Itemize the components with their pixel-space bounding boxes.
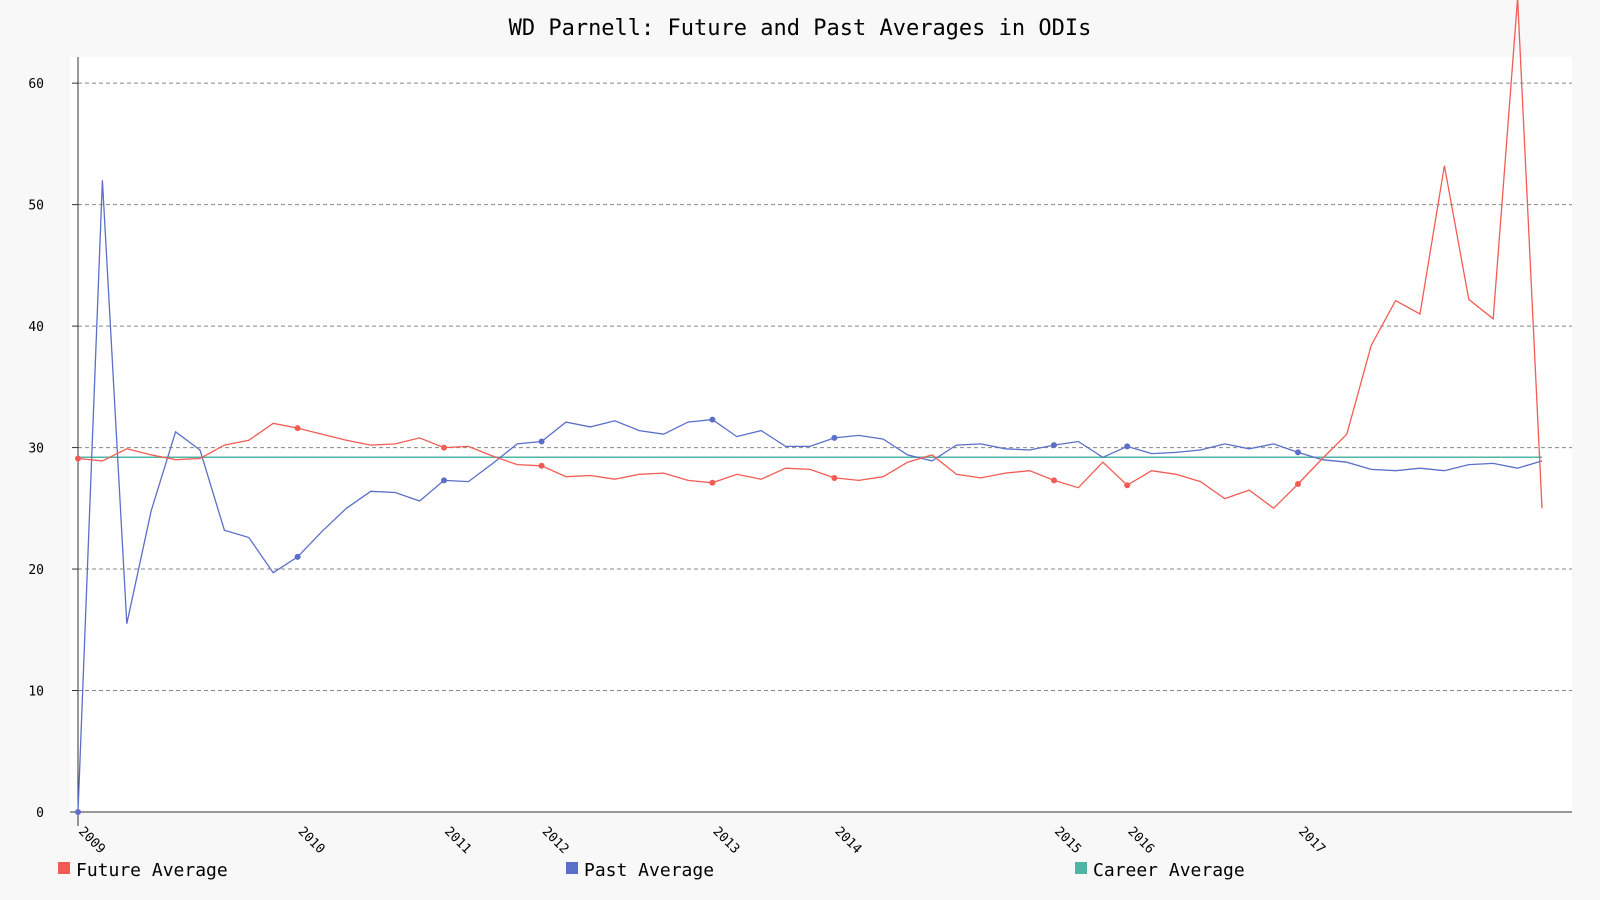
- future-average-point: [294, 425, 301, 432]
- y-tick-label: 60: [28, 77, 44, 92]
- x-tick-label: 2015: [1051, 824, 1084, 857]
- x-tick-label: 2010: [295, 824, 328, 857]
- past-average-point: [1051, 442, 1057, 449]
- past-average-point: [538, 438, 545, 445]
- future-average-point: [538, 462, 545, 469]
- future-average-point: [831, 474, 838, 481]
- past-average-point: [709, 416, 716, 423]
- past-average-point: [1124, 443, 1131, 450]
- x-tick-label: 2011: [441, 824, 474, 857]
- y-tick-label: 30: [28, 442, 44, 457]
- future-average-point: [1295, 481, 1301, 488]
- future-average-point: [75, 455, 81, 462]
- future-average-point: [1051, 477, 1057, 484]
- y-tick-label: 0: [36, 806, 44, 821]
- y-tick-label: 10: [28, 685, 44, 700]
- y-tick-label: 20: [28, 563, 44, 578]
- gridlines: [78, 82, 1572, 692]
- past-average-point: [1295, 449, 1301, 456]
- x-tick-label: 2016: [1124, 824, 1157, 857]
- x-tick-label: 2013: [710, 824, 743, 857]
- future-average-point: [1124, 482, 1131, 489]
- plot-area-background: [70, 57, 1572, 812]
- chart-title: WD Parnell: Future and Past Averages in …: [509, 16, 1092, 41]
- y-tick-label: 50: [28, 199, 44, 214]
- legend: Future Average Past Average Career Average: [58, 860, 1245, 881]
- x-tick-label: 2017: [1295, 824, 1328, 857]
- x-tick-label: 2012: [539, 824, 572, 857]
- past-average-point: [831, 434, 838, 441]
- past-average-point: [75, 809, 81, 815]
- legend-label: Past Average: [584, 860, 714, 881]
- x-tick-label: 2009: [75, 824, 108, 857]
- past-average-point: [294, 553, 301, 560]
- x-tick-label: 2014: [832, 824, 865, 857]
- series-group: [75, 0, 1543, 815]
- legend-swatch: [58, 862, 70, 874]
- y-tick-label: 40: [28, 320, 44, 335]
- legend-swatch: [1075, 862, 1087, 874]
- legend-label: Career Average: [1093, 860, 1245, 881]
- future-average-point: [441, 444, 447, 451]
- y-axis: 0 10 20 30 40 50 60: [28, 57, 79, 826]
- legend-label: Future Average: [76, 860, 228, 881]
- past-average-point: [441, 477, 447, 484]
- future-average-point: [709, 479, 716, 486]
- x-axis: 2009 2010 2011 2012 2013 2014 2015 2016 2017: [70, 811, 1572, 857]
- legend-swatch: [566, 862, 578, 874]
